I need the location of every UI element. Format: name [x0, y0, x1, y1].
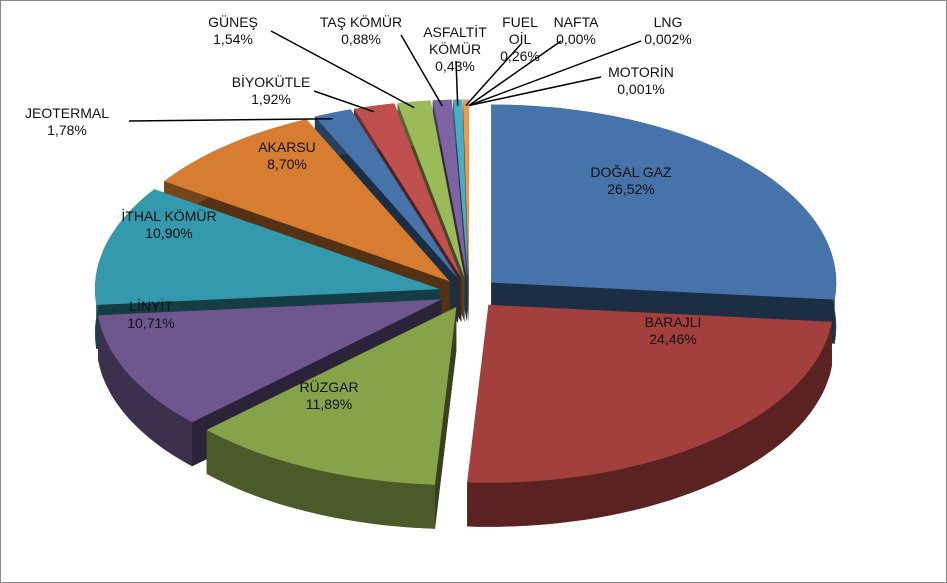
slice-side [467, 321, 832, 527]
slice-top [164, 119, 450, 282]
value-label: 24,46% [649, 331, 697, 347]
slice [467, 304, 832, 527]
data-label: LNG 0,002% [628, 14, 708, 48]
category-label: AKARSU [258, 139, 316, 155]
slice-top [98, 299, 442, 423]
category-label: LNG [653, 14, 683, 30]
slice-top [432, 99, 467, 278]
category-label: İTHAL KÖMÜR [121, 208, 217, 224]
slice [206, 307, 457, 529]
category-label: JEOTERMAL [24, 105, 109, 121]
data-label: AKARSU 8,70% [237, 139, 337, 173]
value-label: 0,26% [500, 48, 540, 64]
slice-wall [435, 307, 457, 529]
category-label: RÜZGAR [299, 379, 359, 395]
data-label: LİNYİT 10,71% [91, 298, 211, 332]
data-label: TAŞ KÖMÜR 0,88% [301, 14, 421, 48]
slice-top [491, 104, 837, 300]
slice-top [397, 100, 465, 278]
category-label: LİNYİT [129, 298, 173, 314]
leader-line [400, 34, 443, 107]
value-label: 0,002% [644, 31, 692, 47]
data-label: JEOTERMAL 1,78% [7, 105, 127, 139]
data-label: BİYOKÜTLE 1,92% [216, 74, 326, 108]
leader-line [468, 40, 562, 107]
value-label: 0,88% [341, 31, 381, 47]
data-label: İTHAL KÖMÜR 10,90% [99, 208, 239, 242]
category-label: NAFTA [553, 14, 599, 30]
value-label: 10,71% [127, 315, 175, 331]
value-label: 11,89% [305, 396, 353, 412]
value-label: 1,54% [213, 31, 253, 47]
category-label: BİYOKÜTLE [231, 74, 311, 90]
slice-top [467, 304, 832, 483]
slice-side [206, 429, 435, 529]
slice-top [453, 99, 469, 278]
category-label: ASFALTİT KÖMÜR [423, 24, 487, 57]
data-label: MOTORİN 0,001% [591, 64, 691, 98]
value-label: 26,52% [607, 181, 655, 197]
slice-side [98, 315, 193, 467]
data-label: BARAJLI 24,46% [613, 314, 733, 348]
category-label: MOTORİN [608, 64, 674, 80]
slice-top [463, 99, 469, 278]
slice-top [354, 103, 462, 279]
value-label: 0,43% [435, 58, 475, 74]
value-label: 1,92% [251, 91, 291, 107]
data-label: DOĞAL GAZ 26,52% [561, 164, 701, 198]
slice-top [95, 189, 440, 305]
value-label: 1,78% [47, 122, 87, 138]
data-label: NAFTA 0,00% [536, 14, 616, 48]
category-label: FUEL OİL [502, 14, 538, 47]
leader-line [270, 30, 415, 109]
leader-line [468, 76, 602, 107]
category-label: DOĞAL GAZ [590, 164, 672, 180]
data-label: GÜNEŞ 1,54% [193, 14, 273, 48]
value-label: 10,90% [145, 225, 193, 241]
value-label: 0,001% [617, 81, 665, 97]
category-label: BARAJLI [644, 314, 702, 330]
leader-line [128, 118, 333, 122]
slice-top [206, 307, 457, 485]
category-label: TAŞ KÖMÜR [319, 14, 403, 30]
leader-line [468, 40, 642, 107]
data-label: ASFALTİT KÖMÜR 0,43% [420, 24, 490, 75]
value-label: 0,00% [556, 31, 596, 47]
value-label: 8,70% [267, 156, 307, 172]
slice-top [314, 109, 459, 279]
category-label: GÜNEŞ [208, 14, 258, 30]
data-label: RÜZGAR 11,89% [269, 379, 389, 413]
leader-line [465, 43, 522, 107]
data-label: FUEL OİL 0,26% [500, 14, 540, 65]
leader-line [313, 90, 375, 113]
leader-line [455, 60, 459, 106]
